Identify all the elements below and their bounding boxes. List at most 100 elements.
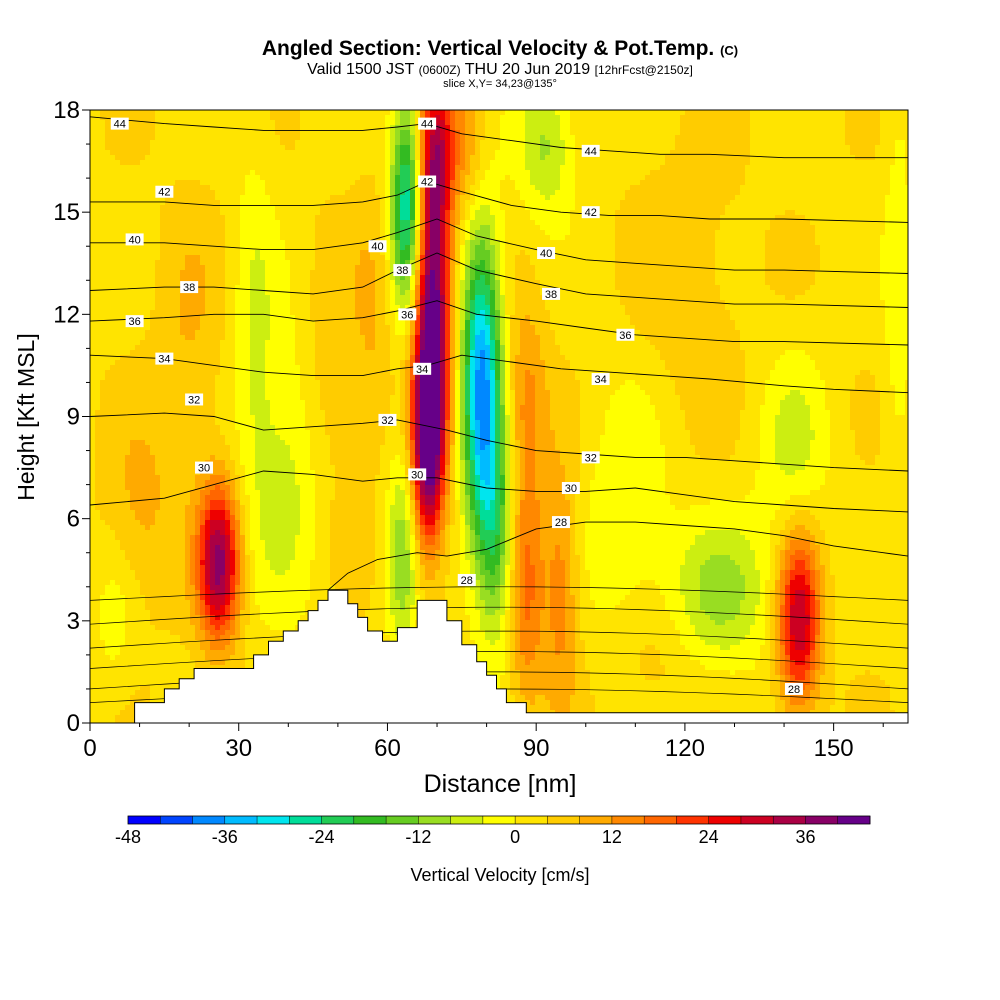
velocity-cell bbox=[475, 165, 481, 171]
velocity-cell bbox=[450, 170, 456, 176]
velocity-cell bbox=[805, 125, 811, 131]
velocity-cell bbox=[655, 175, 661, 181]
velocity-cell bbox=[765, 120, 771, 126]
velocity-cell bbox=[860, 125, 866, 131]
velocity-cell bbox=[250, 185, 256, 191]
velocity-cell bbox=[800, 195, 806, 201]
velocity-cell bbox=[855, 175, 861, 181]
velocity-cell bbox=[705, 170, 711, 176]
velocity-cell bbox=[705, 190, 711, 196]
velocity-cell bbox=[175, 110, 181, 116]
velocity-cell bbox=[315, 165, 321, 171]
velocity-cell bbox=[285, 190, 291, 196]
velocity-cell bbox=[825, 110, 831, 116]
velocity-cell bbox=[315, 150, 321, 156]
velocity-cell bbox=[750, 130, 756, 136]
velocity-cell bbox=[100, 175, 106, 181]
velocity-cell bbox=[800, 150, 806, 156]
velocity-cell bbox=[175, 115, 181, 121]
velocity-cell bbox=[255, 165, 261, 171]
velocity-cell bbox=[100, 185, 106, 191]
velocity-cell bbox=[190, 140, 196, 146]
velocity-cell bbox=[560, 115, 566, 121]
velocity-cell bbox=[850, 160, 856, 166]
velocity-cell bbox=[525, 110, 531, 116]
velocity-cell bbox=[705, 150, 711, 156]
velocity-cell bbox=[625, 125, 631, 131]
velocity-cell bbox=[640, 145, 646, 151]
velocity-cell bbox=[185, 190, 191, 196]
velocity-cell bbox=[470, 140, 476, 146]
velocity-cell bbox=[165, 125, 171, 131]
velocity-cell bbox=[355, 185, 361, 191]
velocity-cell bbox=[540, 150, 546, 156]
velocity-cell bbox=[565, 175, 571, 181]
velocity-cell bbox=[895, 165, 901, 171]
velocity-cell bbox=[790, 140, 796, 146]
velocity-cell bbox=[335, 195, 341, 201]
velocity-cell bbox=[300, 160, 306, 166]
velocity-cell bbox=[885, 145, 891, 151]
velocity-cell bbox=[375, 155, 381, 161]
velocity-cell bbox=[845, 175, 851, 181]
velocity-cell bbox=[540, 115, 546, 121]
velocity-cell bbox=[270, 155, 276, 161]
velocity-cell bbox=[160, 175, 166, 181]
velocity-cell bbox=[385, 190, 391, 196]
velocity-cell bbox=[365, 165, 371, 171]
velocity-cell bbox=[450, 110, 456, 116]
velocity-cell bbox=[560, 170, 566, 176]
velocity-cell bbox=[735, 145, 741, 151]
velocity-cell bbox=[405, 135, 411, 141]
velocity-cell bbox=[720, 180, 726, 186]
velocity-cell bbox=[235, 130, 241, 136]
velocity-cell bbox=[750, 170, 756, 176]
velocity-cell bbox=[540, 175, 546, 181]
velocity-cell bbox=[575, 135, 581, 141]
velocity-cell bbox=[715, 195, 721, 201]
velocity-cell bbox=[805, 145, 811, 151]
velocity-cell bbox=[90, 165, 96, 171]
velocity-cell bbox=[250, 165, 256, 171]
velocity-cell bbox=[895, 110, 901, 116]
velocity-cell bbox=[330, 140, 336, 146]
velocity-cell bbox=[775, 120, 781, 126]
velocity-cell bbox=[325, 160, 331, 166]
velocity-cell bbox=[600, 195, 606, 201]
velocity-cell bbox=[210, 175, 216, 181]
velocity-cell bbox=[385, 150, 391, 156]
velocity-cell bbox=[865, 120, 871, 126]
velocity-cell bbox=[315, 115, 321, 121]
velocity-cell bbox=[380, 120, 386, 126]
velocity-cell bbox=[410, 175, 416, 181]
velocity-cell bbox=[855, 115, 861, 121]
velocity-cell bbox=[510, 125, 516, 131]
velocity-cell bbox=[410, 195, 416, 201]
velocity-cell bbox=[700, 145, 706, 151]
velocity-cell bbox=[880, 115, 886, 121]
velocity-cell bbox=[885, 140, 891, 146]
velocity-cell bbox=[705, 140, 711, 146]
velocity-cell bbox=[130, 150, 136, 156]
velocity-cell bbox=[815, 185, 821, 191]
velocity-cell bbox=[255, 175, 261, 181]
velocity-cell bbox=[725, 175, 731, 181]
velocity-cell bbox=[275, 195, 281, 201]
velocity-cell bbox=[585, 160, 591, 166]
velocity-cell bbox=[620, 140, 626, 146]
velocity-cell bbox=[630, 170, 636, 176]
velocity-cell bbox=[360, 155, 366, 161]
velocity-cell bbox=[545, 175, 551, 181]
velocity-cell bbox=[705, 115, 711, 121]
velocity-cell bbox=[480, 110, 486, 116]
velocity-cell bbox=[775, 195, 781, 201]
velocity-cell bbox=[445, 115, 451, 121]
velocity-cell bbox=[110, 170, 116, 176]
velocity-cell bbox=[195, 145, 201, 151]
velocity-cell bbox=[175, 125, 181, 131]
velocity-cell bbox=[105, 190, 111, 196]
velocity-cell bbox=[475, 160, 481, 166]
velocity-cell bbox=[525, 130, 531, 136]
velocity-cell bbox=[305, 160, 311, 166]
velocity-cell bbox=[725, 155, 731, 161]
